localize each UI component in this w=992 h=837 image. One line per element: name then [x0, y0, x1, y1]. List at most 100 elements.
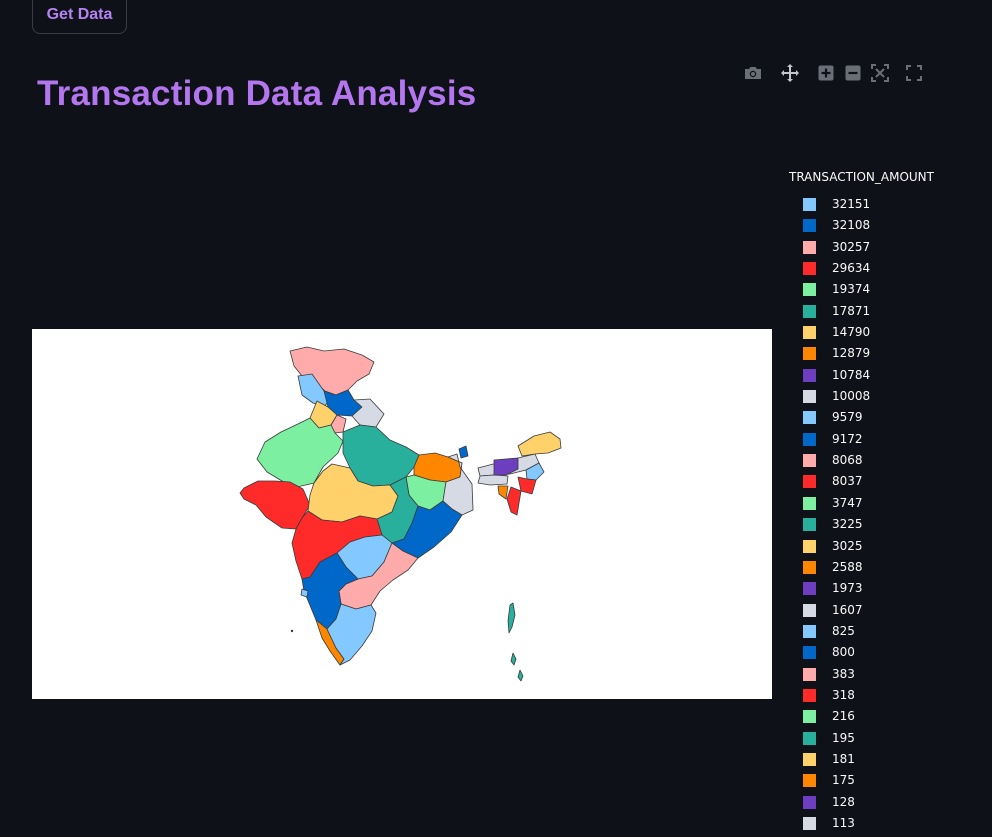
zoom-in-icon[interactable]: [815, 62, 837, 84]
legend-item[interactable]: 12879: [789, 346, 989, 367]
legend-swatch: [803, 347, 816, 361]
legend-swatch: [803, 539, 816, 553]
legend-swatch: [803, 518, 816, 532]
legend-label: 3025: [832, 538, 863, 553]
legend-item[interactable]: 175: [789, 773, 989, 794]
legend-swatch: [803, 240, 816, 254]
legend-item[interactable]: 383: [789, 667, 989, 688]
legend-item[interactable]: 3225: [789, 517, 989, 538]
legend-swatch: [803, 496, 816, 510]
pan-icon[interactable]: [779, 62, 801, 84]
legend-swatch: [803, 560, 816, 574]
legend-item[interactable]: 800: [789, 645, 989, 666]
legend-label: 318: [832, 687, 855, 702]
state-nicobar: [510, 652, 517, 666]
legend-label: 30257: [832, 239, 871, 254]
legend-label: 383: [832, 666, 855, 681]
legend-label: 181: [832, 751, 855, 766]
legend-item[interactable]: 3747: [789, 496, 989, 517]
state-andaman: [507, 602, 516, 634]
legend-item[interactable]: 181: [789, 752, 989, 773]
legend-swatch: [803, 432, 816, 446]
legend-swatch: [803, 411, 816, 425]
legend-item[interactable]: 113: [789, 816, 989, 837]
legend-swatch: [803, 283, 816, 297]
legend-swatch: [803, 646, 816, 660]
legend-item[interactable]: 2588: [789, 560, 989, 581]
legend-swatch: [803, 603, 816, 617]
get-data-button[interactable]: Get Data: [32, 0, 127, 34]
legend-item[interactable]: 318: [789, 688, 989, 709]
legend-item[interactable]: 19374: [789, 282, 989, 303]
state-manipur: [517, 476, 537, 495]
india-choropleth-map[interactable]: [32, 329, 772, 699]
legend-swatch: [803, 219, 816, 233]
legend-item[interactable]: 10784: [789, 368, 989, 389]
legend-item[interactable]: 195: [789, 731, 989, 752]
legend-item[interactable]: 9579: [789, 410, 989, 431]
legend-swatch: [803, 710, 816, 724]
legend-label: 32151: [832, 197, 871, 211]
legend-label: 195: [832, 730, 855, 745]
legend-label: 825: [832, 623, 855, 638]
state-meghalaya: [477, 474, 509, 486]
state-sikkim: [458, 445, 469, 459]
legend-swatch: [803, 198, 816, 211]
legend-swatch: [803, 475, 816, 489]
legend-item[interactable]: 30257: [789, 240, 989, 261]
legend-label: 8037: [832, 474, 863, 489]
legend-swatch: [803, 795, 816, 809]
legend-label: 10008: [832, 389, 871, 404]
state-lakshadweep: [290, 629, 294, 633]
legend-item[interactable]: 10008: [789, 389, 989, 410]
legend-label: 175: [832, 773, 855, 788]
legend-item[interactable]: 29634: [789, 261, 989, 282]
state-goa: [300, 588, 309, 598]
legend-item[interactable]: 14790: [789, 325, 989, 346]
state-mizoram: [506, 486, 522, 516]
legend-label: 113: [832, 815, 855, 830]
legend-label: 10784: [832, 367, 871, 382]
legend-label: 128: [832, 794, 855, 809]
legend-item[interactable]: 9172: [789, 432, 989, 453]
legend-swatch: [803, 368, 816, 382]
legend-swatch: [803, 688, 816, 702]
legend-label: 1973: [832, 581, 863, 596]
legend-item[interactable]: 825: [789, 624, 989, 645]
legend-item[interactable]: 32151: [789, 197, 989, 218]
state-karnataka: [301, 552, 359, 630]
legend-label: 8068: [832, 453, 863, 468]
autoscale-icon[interactable]: [869, 62, 891, 84]
state-arunachal: [517, 431, 562, 457]
legend-label: 1607: [832, 602, 863, 617]
legend-item[interactable]: 1607: [789, 603, 989, 624]
legend-swatch: [803, 262, 816, 276]
legend-swatch: [803, 390, 816, 404]
chart-modebar: [742, 62, 932, 84]
legend-item[interactable]: 17871: [789, 304, 989, 325]
legend-item[interactable]: 8037: [789, 474, 989, 495]
legend-label: 216: [832, 709, 855, 724]
legend-label: 17871: [832, 303, 871, 318]
zoom-out-icon[interactable]: [842, 62, 864, 84]
legend-label: 9172: [832, 431, 863, 446]
legend-item[interactable]: 3025: [789, 539, 989, 560]
legend-swatch: [803, 667, 816, 681]
legend-label: 3225: [832, 517, 863, 532]
reset-axes-icon[interactable]: [903, 62, 925, 84]
legend-swatch: [803, 326, 816, 340]
legend-item[interactable]: 216: [789, 709, 989, 730]
legend-swatch: [803, 304, 816, 318]
legend-item[interactable]: 32108: [789, 218, 989, 239]
legend-label: 32108: [832, 218, 871, 233]
camera-icon[interactable]: [742, 62, 764, 84]
legend-item[interactable]: 128: [789, 795, 989, 816]
map-legend: TRANSACTION_AMOUNT 32151 32108 30257 29634 1…: [789, 170, 989, 837]
legend-label: 2588: [832, 559, 863, 574]
legend-label: 3747: [832, 495, 863, 510]
map-svg: [239, 346, 562, 682]
legend-item[interactable]: 8068: [789, 453, 989, 474]
state-nicobar-2: [517, 669, 524, 682]
legend-label: 14790: [832, 325, 871, 340]
legend-item[interactable]: 1973: [789, 581, 989, 602]
